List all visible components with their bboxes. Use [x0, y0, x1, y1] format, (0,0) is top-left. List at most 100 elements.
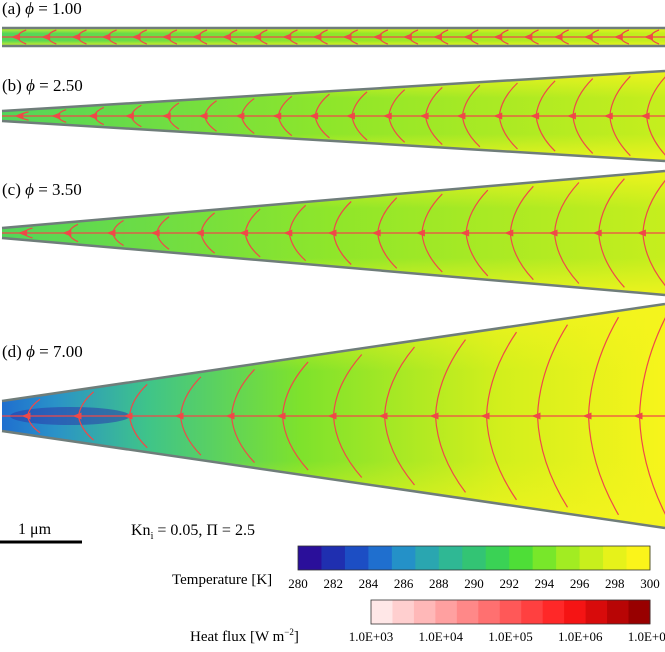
temperature-colorbar-frame [297, 545, 651, 571]
streamline-arc-c [598, 178, 625, 234]
streamline-arc-b [424, 115, 443, 146]
panel-c [1, 169, 665, 297]
streamline-arc-d [638, 317, 665, 417]
temperature-colorbar-tick-label: 286 [393, 576, 414, 591]
scale-bar-label: 1 μm [18, 521, 52, 538]
temperature-colorbar-swatch [321, 546, 346, 570]
temperature-colorbar-swatch [391, 546, 416, 570]
streamline-arc-b [572, 115, 594, 154]
streamline-arrow-c [636, 229, 646, 237]
streamline-arrow-d [480, 412, 490, 420]
streamline-arrow-c [592, 229, 602, 237]
heatflux-colorbar-swatch [521, 600, 544, 624]
streamline-arrow-a [71, 33, 81, 41]
streamline-arrow-b [198, 112, 208, 120]
streamline-arc-d [485, 415, 517, 501]
temperature-colorbar-tick-label: 300 [640, 576, 660, 591]
streamline-arrow-a [613, 33, 623, 41]
streamline-arrow-c [194, 229, 204, 237]
temperature-colorbar-swatch [626, 546, 651, 570]
streamline-arc-c [553, 182, 580, 234]
streamline-arrow-d [327, 412, 337, 420]
temperature-colorbar [297, 545, 651, 571]
streamline-arrow-d [72, 412, 82, 420]
streamline-arc-b [461, 84, 481, 117]
streamline-arrow-b [530, 112, 540, 120]
streamline-arc-d [332, 354, 363, 417]
streamline-arc-c [553, 232, 580, 284]
temperature-colorbar-tick-label: 280 [288, 576, 308, 591]
streamline-arrow-c [106, 229, 116, 237]
streamline-arrow-c [504, 229, 514, 237]
heatflux-colorbar-swatch [628, 600, 651, 624]
heatflux-colorbar-swatch [392, 600, 415, 624]
streamline-arrow-d [276, 412, 286, 420]
temperature-colorbar-swatch [438, 546, 463, 570]
streamline-arrow-c [548, 229, 558, 237]
streamline-arrow-a [41, 33, 51, 41]
streamline-arc-c [509, 232, 534, 281]
streamline-arrow-a [101, 33, 111, 41]
streamline-arrow-a [583, 33, 593, 41]
streamline-arc-b [609, 115, 631, 157]
streamline-arc-c [598, 232, 625, 288]
panel-label-a: (a) ϕ = 1.00 [2, 0, 82, 18]
heatflux-colorbar-swatch [456, 600, 479, 624]
streamline-arrow-d [174, 412, 184, 420]
streamline-arc-d [434, 415, 466, 493]
streamline-arc-c [377, 197, 398, 234]
streamline-arc-d [587, 316, 620, 417]
streamline-arrow-a [342, 33, 352, 41]
streamline-arc-c [332, 201, 352, 234]
streamline-arrow-a [402, 33, 412, 41]
streamlines-a [2, 29, 665, 45]
streamline-arc-c [465, 189, 489, 234]
temperature-colorbar-swatch [556, 546, 581, 570]
streamline-arc-c [509, 185, 534, 234]
temperature-colorbar-swatch [462, 546, 487, 570]
temperature-colorbar-tick-label: 292 [499, 576, 519, 591]
temperature-colorbar-tick-label: 290 [464, 576, 484, 591]
heatflux-colorbar-ticks: 1.0E+03 1.0E+04 1.0E+05 1.0E+06 1.0E+07 [0, 629, 665, 647]
streamline-arrow-d [582, 412, 592, 420]
temperature-colorbar-title: Temperature [K] [172, 572, 273, 588]
streamlines-b [2, 75, 665, 157]
streamline-arrow-b [566, 112, 576, 120]
temperature-colorbar-tick-label: 288 [429, 576, 449, 591]
streamline-arrow-a [11, 33, 21, 41]
heatflux-colorbar [370, 599, 651, 625]
temperature-colorbar-swatch [368, 546, 393, 570]
streamline-arrow-a [463, 33, 473, 41]
streamline-arrow-d [123, 412, 133, 420]
streamline-arc-c [642, 232, 665, 287]
streamline-arrow-b [161, 112, 171, 120]
streamline-arc-d [383, 346, 415, 417]
streamline-arrow-d [633, 412, 643, 420]
streamline-arrow-a [252, 33, 262, 41]
streamline-arrow-d [429, 412, 439, 420]
streamline-arc-b [572, 78, 594, 117]
wall-top-c [1, 169, 665, 230]
wall-bottom-d [1, 429, 665, 530]
streamline-arc-d [230, 369, 255, 417]
streamline-arc-d [434, 339, 466, 417]
streamline-arc-c [642, 179, 665, 234]
temperature-colorbar-ticks: 280 282 284 286 288 290 292 294 296 298 300 [0, 576, 665, 594]
wall-bottom-c [1, 236, 665, 297]
heatflux-colorbar-tick-label: 1.0E+04 [418, 629, 464, 644]
temperature-colorbar-swatch [532, 546, 557, 570]
streamline-arrow-a [493, 33, 503, 41]
streamline-arrow-c [18, 229, 28, 237]
panel-label-b: (b) ϕ = 2.50 [2, 76, 83, 95]
streamline-arc-d [179, 376, 202, 417]
streamline-arrow-a [312, 33, 322, 41]
panel-a [2, 26, 665, 48]
panel-label-c: (c) ϕ = 3.50 [2, 180, 82, 199]
streamline-arc-c [377, 232, 398, 269]
streamline-arc-d [281, 361, 309, 417]
streamline-arrow-a [432, 33, 442, 41]
streamline-arrow-b [493, 112, 503, 120]
heatflux-colorbar-swatch [413, 600, 436, 624]
streamline-arc-d [332, 415, 363, 478]
streamline-arrow-a [222, 33, 232, 41]
